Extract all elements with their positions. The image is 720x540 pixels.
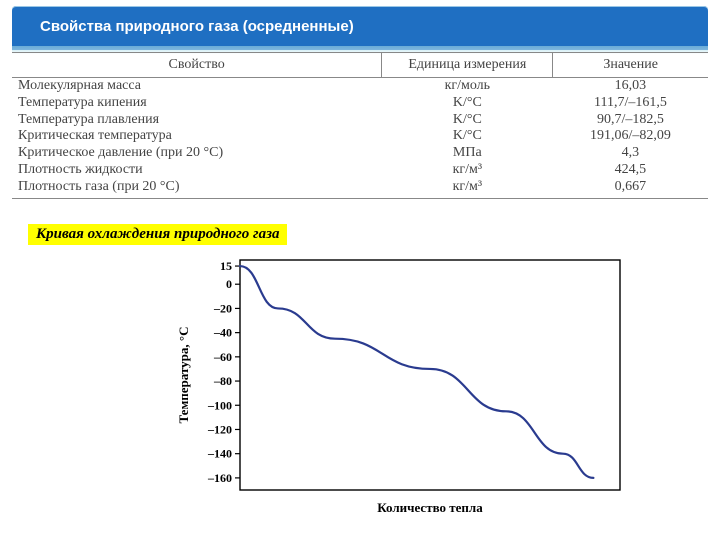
table-header: Свойство [12,53,382,78]
slide: Свойства природного газа (осредненные) С… [0,0,720,540]
ytick-label: –160 [207,471,232,485]
table-cell: кг/м³ [382,162,553,179]
chart-subtitle: Кривая охлаждения природного газа [28,224,287,245]
plot-border [240,260,620,490]
table-row: Молекулярная массакг/моль16,03 [12,78,708,95]
ytick-label: –100 [207,398,232,412]
table-header: Значение [553,53,708,78]
table-cell: 16,03 [553,78,708,95]
ytick-label: –140 [207,447,232,461]
table-row: Температура плавленияK/°C90,7/–182,5 [12,112,708,129]
chart-svg: 15 0 –20 –40 –60 –80 –100 –120 –140 –160 Температу… [170,250,650,530]
table-row: Критическое давление (при 20 °C)МПа4,3 [12,145,708,162]
y-axis-label: Температура, °C [176,327,191,424]
table-row: Плотность газа (при 20 °C)кг/м³0,667 [12,179,708,198]
ytick-label: –60 [213,350,232,364]
table-row: Температура кипенияK/°C111,7/–161,5 [12,95,708,112]
ytick-label: 15 [220,259,232,273]
cooling-curve-line [240,266,593,478]
table-header: Единица измерения [382,53,553,78]
table-cell: 111,7/–161,5 [553,95,708,112]
table-cell: 0,667 [553,179,708,198]
cooling-curve-chart: 15 0 –20 –40 –60 –80 –100 –120 –140 –160 Температу… [170,250,650,530]
ytick-label: –120 [207,422,232,436]
table-cell: Плотность газа (при 20 °C) [12,179,382,198]
table-body: Молекулярная массакг/моль16,03Температур… [12,78,708,199]
x-axis-label: Количество тепла [377,500,483,515]
table-cell: 90,7/–182,5 [553,112,708,129]
table-cell: K/°C [382,128,553,145]
properties-table: Свойство Единица измерения Значение Моле… [12,52,708,199]
table-cell: Плотность жидкости [12,162,382,179]
table-cell: Температура плавления [12,112,382,129]
table-cell: Критическое давление (при 20 °C) [12,145,382,162]
table-cell: кг/м³ [382,179,553,198]
table-cell: 4,3 [553,145,708,162]
table-row: Плотность жидкостикг/м³424,5 [12,162,708,179]
title-bar: Свойства природного газа (осредненные) [12,6,708,50]
table-header-row: Свойство Единица измерения Значение [12,53,708,78]
table-cell: Молекулярная масса [12,78,382,95]
table-cell: 191,06/–82,09 [553,128,708,145]
table-row: Критическая температураK/°C191,06/–82,09 [12,128,708,145]
ytick-label: –20 [213,301,232,315]
ytick-label: 0 [226,277,232,291]
ytick-label: –80 [213,374,232,388]
table-cell: Температура кипения [12,95,382,112]
table-cell: 424,5 [553,162,708,179]
table-cell: K/°C [382,95,553,112]
table-cell: Критическая температура [12,128,382,145]
table-cell: МПа [382,145,553,162]
table-cell: кг/моль [382,78,553,95]
title-text: Свойства природного газа (осредненные) [40,18,354,35]
ytick-label: –40 [213,326,232,340]
table-cell: K/°C [382,112,553,129]
